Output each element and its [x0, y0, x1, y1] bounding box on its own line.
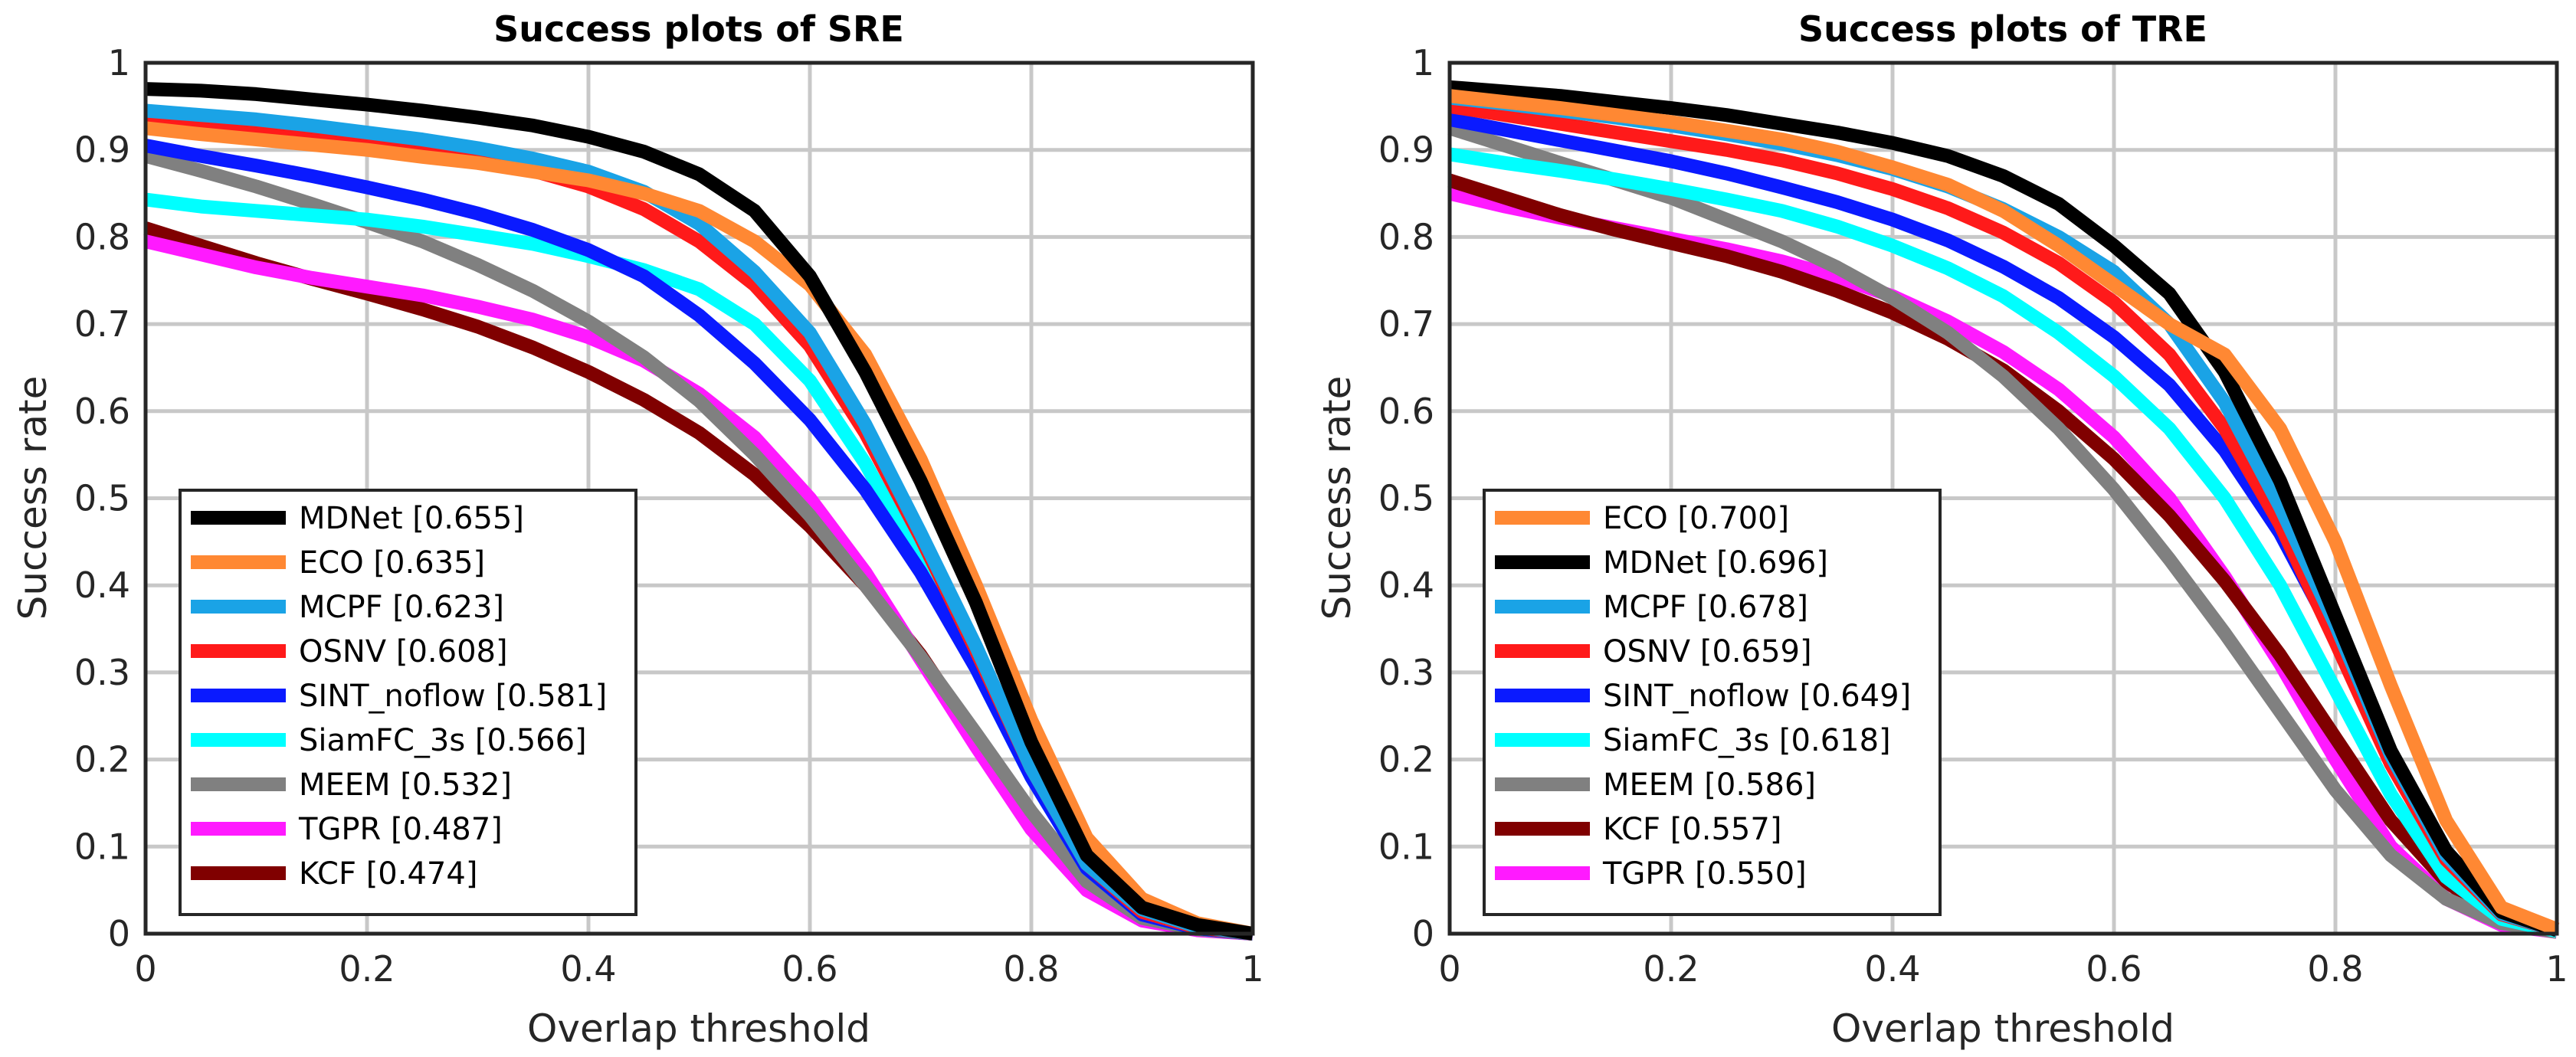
x-tick-label: 0.4	[560, 948, 616, 990]
series-group	[1447, 80, 2560, 939]
legend-item: ECO [0.635]	[191, 545, 485, 581]
legend-item: MCPF [0.623]	[191, 590, 504, 625]
legend-item: KCF [0.557]	[1495, 812, 1781, 847]
legend-label: MEEM [0.532]	[299, 767, 512, 803]
legend-label: SiamFC_3s [0.618]	[1603, 723, 1891, 758]
legend-item: ECO [0.700]	[1495, 501, 1789, 536]
legend-label: MDNet [0.655]	[299, 501, 524, 536]
y-tick-label: 0.8	[74, 216, 130, 257]
legend-item: MDNet [0.655]	[191, 501, 524, 536]
legend-label: MDNet [0.696]	[1603, 545, 1828, 581]
x-tick-label: 0.8	[2307, 948, 2363, 990]
y-tick-label: 0.6	[74, 391, 130, 432]
x-tick-label: 0.8	[1003, 948, 1059, 990]
y-tick-label: 0.8	[1378, 216, 1434, 257]
y-tick-label: 0.7	[1378, 303, 1434, 345]
legend-label: KCF [0.474]	[299, 856, 477, 892]
x-tick-label: 0	[134, 948, 156, 990]
legend-item: MEEM [0.586]	[1495, 767, 1816, 803]
chart-panel-sre: Success plots of SRE Overlap threshold S…	[11, 8, 1264, 1051]
legend-item: SiamFC_3s [0.566]	[191, 723, 587, 758]
y-tick-label: 0.4	[1378, 564, 1434, 606]
legend-label: TGPR [0.487]	[298, 812, 503, 847]
legend-item: MEEM [0.532]	[191, 767, 512, 803]
legend-item: SINT_noflow [0.649]	[1495, 679, 1911, 714]
series-line-eco	[1449, 89, 2560, 936]
y-tick-label: 0.7	[74, 303, 130, 345]
legend-item: TGPR [0.550]	[1495, 856, 1807, 892]
y-tick-label: 0	[1412, 913, 1434, 954]
x-axis-label: Overlap threshold	[1831, 1006, 2175, 1051]
x-tick-label: 0.4	[1864, 948, 1920, 990]
legend-item: SINT_noflow [0.581]	[191, 679, 607, 714]
y-tick-label: 0.3	[74, 652, 130, 693]
y-tick-label: 0.6	[1378, 391, 1434, 432]
legend-item: KCF [0.474]	[191, 856, 477, 892]
legend-item: OSNV [0.608]	[191, 634, 508, 669]
y-tick-label: 1	[108, 42, 130, 83]
y-tick-label: 0.1	[1378, 826, 1434, 867]
legend-label: OSNV [0.659]	[1603, 634, 1812, 669]
x-tick-label: 1	[1241, 948, 1263, 990]
axes-frame	[1447, 61, 2559, 936]
x-tick-label: 0	[1438, 948, 1460, 990]
y-tick-label: 0.2	[74, 739, 130, 780]
y-tick-label: 0.4	[74, 564, 130, 606]
legend-label: MCPF [0.623]	[299, 590, 504, 625]
legend-item: MCPF [0.678]	[1495, 590, 1808, 625]
legend-label: ECO [0.700]	[1603, 501, 1789, 536]
x-tick-label: 0.6	[782, 948, 837, 990]
legend-label: KCF [0.557]	[1603, 812, 1781, 847]
y-tick-label: 0.9	[74, 129, 130, 171]
legend-item: MDNet [0.696]	[1495, 545, 1828, 581]
axes-frame	[143, 61, 1255, 936]
legend-label: OSNV [0.608]	[299, 634, 508, 669]
series-line-siamfc-3s	[1448, 147, 2558, 938]
legend-item: TGPR [0.487]	[191, 812, 503, 847]
y-tick-label: 0.5	[74, 478, 130, 519]
series-line-eco	[145, 121, 1254, 941]
x-tick-label: 0.6	[2086, 948, 2142, 990]
chart-title: Success plots of SRE	[493, 8, 904, 50]
chart-title: Success plots of TRE	[1798, 8, 2207, 50]
legend-label: ECO [0.635]	[299, 545, 485, 581]
legend-item: SiamFC_3s [0.618]	[1495, 723, 1891, 758]
y-tick-label: 0.5	[1378, 478, 1434, 519]
tick-labels: 0 0.1 0.2 0.3 0.4 0.5 0.6 0.7 0.8 0.9 1 0 0.2 0.4 0.6 0…	[74, 42, 1264, 990]
y-tick-label: 0.3	[1378, 652, 1434, 693]
legend-label: SINT_noflow [0.649]	[1603, 679, 1911, 714]
legend-label: SINT_noflow [0.581]	[299, 679, 607, 714]
y-tick-label: 1	[1412, 42, 1434, 83]
x-tick-label: 1	[2545, 948, 2568, 990]
y-axis-label: Success rate	[1315, 376, 1359, 620]
legend: ECO [0.700] MDNet [0.696] MCPF [0.678] OSNV…	[1483, 489, 1942, 916]
series-group	[143, 82, 1254, 941]
legend-item: OSNV [0.659]	[1495, 634, 1812, 669]
y-tick-label: 0.2	[1378, 739, 1434, 780]
series-line-mdnet	[145, 82, 1254, 941]
legend-label: TGPR [0.550]	[1602, 856, 1807, 892]
x-axis-label: Overlap threshold	[527, 1006, 870, 1051]
y-axis-label: Success rate	[11, 376, 55, 620]
tick-labels: 0 0.1 0.2 0.3 0.4 0.5 0.6 0.7 0.8 0.9 1 0 0.2 0.4 0.6 0…	[1378, 42, 2568, 990]
y-tick-label: 0	[108, 913, 130, 954]
legend-label: MCPF [0.678]	[1603, 590, 1808, 625]
chart-panel-tre: Success plots of TRE Overlap threshold S…	[1315, 8, 2568, 1051]
x-tick-label: 0.2	[339, 948, 395, 990]
y-tick-label: 0.9	[1378, 129, 1434, 171]
legend-label: MEEM [0.586]	[1603, 767, 1816, 803]
x-tick-label: 0.2	[1643, 948, 1699, 990]
legend: MDNet [0.655] ECO [0.635] MCPF [0.623] OSNV…	[179, 489, 637, 916]
legend-label: SiamFC_3s [0.566]	[299, 723, 587, 758]
y-tick-label: 0.1	[74, 826, 130, 867]
series-line-mdnet	[1449, 80, 2559, 938]
